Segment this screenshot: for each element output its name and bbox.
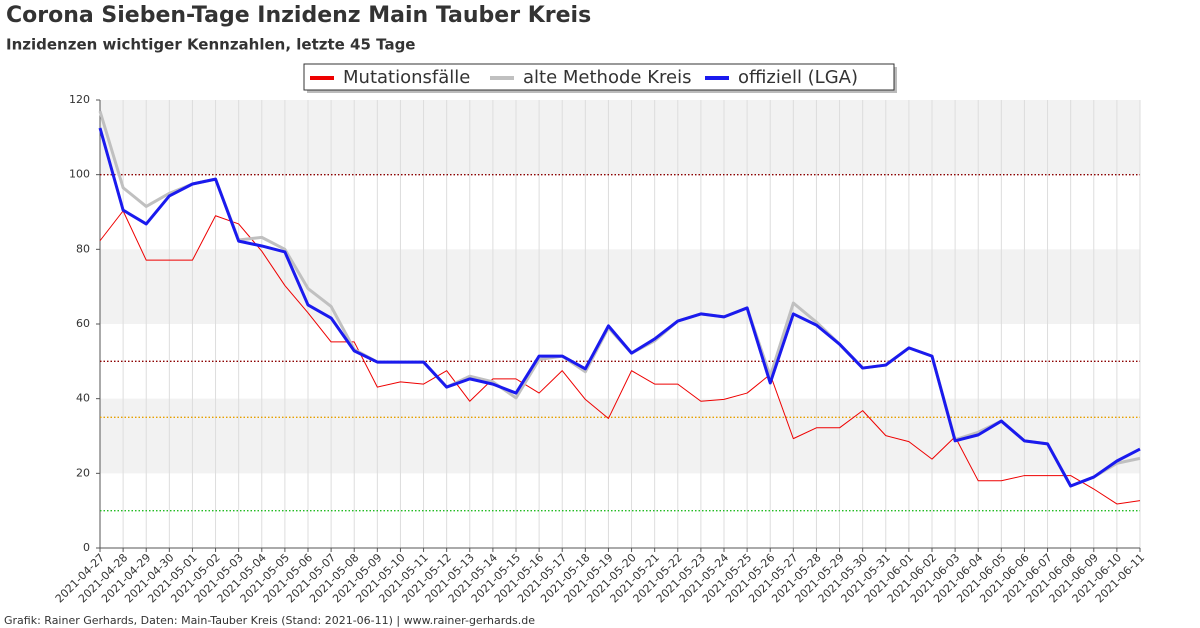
y-tick-label: 100 (69, 168, 90, 181)
background-band (100, 398, 1140, 474)
background-band (100, 100, 1140, 175)
legend-box (303, 63, 895, 91)
y-tick-label: 40 (76, 392, 90, 405)
chart-subtitle: Inzidenzen wichtiger Kennzahlen, letzte … (6, 36, 415, 54)
chart-title: Corona Sieben-Tage Inzidenz Main Tauber … (6, 3, 591, 28)
footer: Grafik: Rainer Gerhards, Daten: Main-Tau… (4, 614, 535, 627)
legend: Mutationsfälle alte Methode Kreis offiziel… (303, 63, 897, 93)
legend-label: alte Methode Kreis (523, 67, 691, 88)
legend-label: offiziell (LGA) (738, 67, 858, 88)
y-tick-label: 120 (69, 93, 90, 106)
legend-label: Mutationsfälle (343, 67, 470, 88)
data-line (99, 210, 1141, 505)
y-tick-label: 20 (76, 466, 90, 479)
y-tick-label: 80 (76, 242, 90, 255)
y-tick-label: 0 (83, 541, 90, 554)
y-tick-label: 60 (76, 317, 90, 330)
data-line (98, 127, 1141, 488)
background-band (100, 249, 1140, 324)
